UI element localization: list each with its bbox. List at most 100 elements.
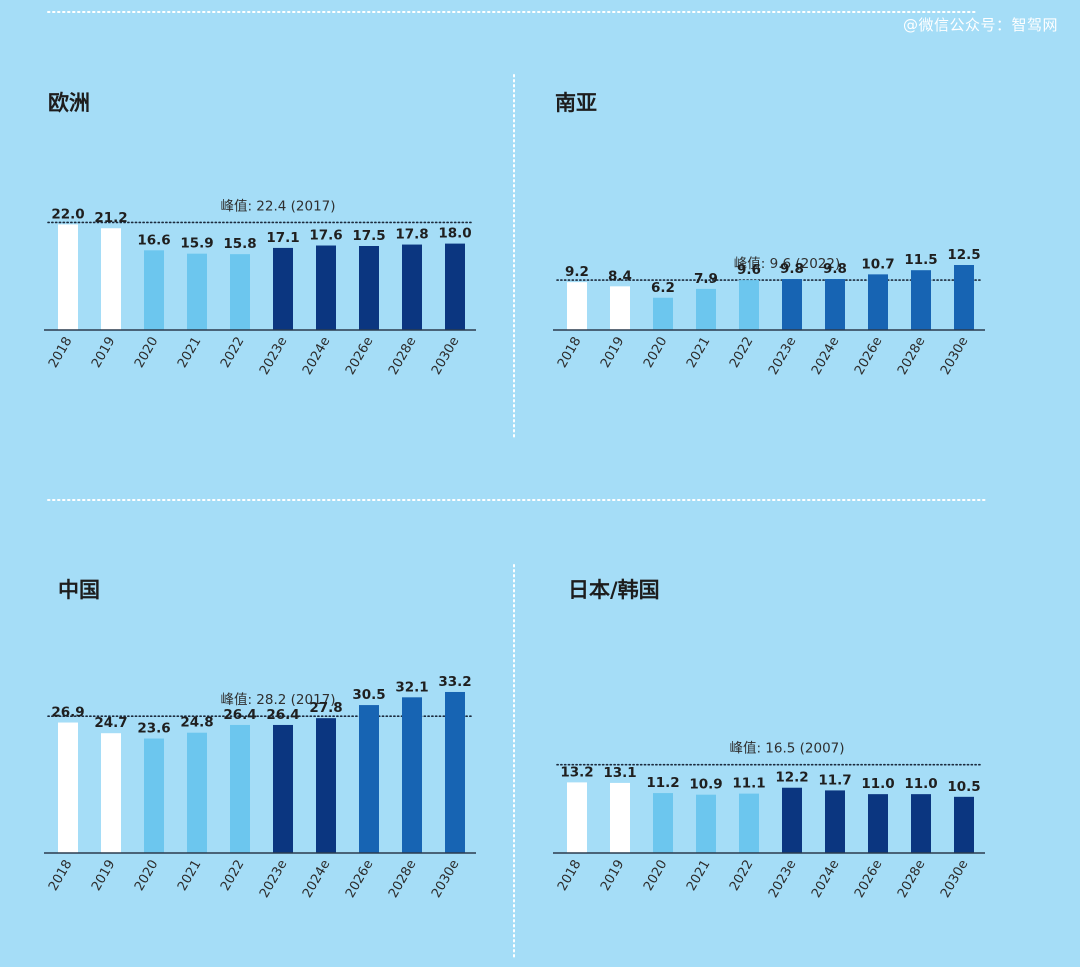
bar [144, 738, 164, 853]
bar [101, 733, 121, 853]
x-tick-label: 2024e [809, 335, 843, 378]
bar [954, 265, 974, 330]
bar [445, 691, 465, 853]
bar [273, 247, 293, 330]
bar-value-label: 17.6 [309, 228, 342, 244]
bar-value-label: 9.2 [565, 264, 589, 280]
x-tick-label: 2018 [46, 858, 76, 894]
bar [359, 705, 379, 853]
x-tick-label: 2020 [641, 335, 671, 371]
x-tick-label: 2019 [89, 858, 119, 894]
bar-value-label: 23.6 [137, 721, 170, 737]
x-tick-label: 2022 [218, 858, 248, 894]
panel-title: 日本/韩国 [568, 578, 660, 602]
bar [739, 280, 759, 330]
bar-value-label: 7.9 [694, 271, 718, 287]
bar-value-label: 17.1 [266, 230, 299, 246]
peak-label: 峰值: 28.2 (2017) [220, 692, 335, 708]
x-tick-label: 2021 [684, 335, 714, 371]
bar-value-label: 26.4 [223, 707, 256, 723]
bar-value-label: 11.1 [732, 776, 765, 792]
bar-value-label: 27.8 [309, 700, 342, 716]
bar [567, 782, 587, 853]
bar-value-label: 30.5 [352, 687, 385, 703]
bar [402, 697, 422, 853]
x-tick-label: 2024e [809, 858, 843, 901]
bar [868, 274, 888, 330]
x-tick-label: 2019 [598, 335, 628, 371]
bar [696, 288, 716, 330]
bar [230, 724, 250, 853]
x-tick-label: 2018 [555, 335, 585, 371]
x-tick-label: 2022 [218, 335, 248, 371]
x-tick-label: 2026e [343, 335, 377, 378]
panel-title: 中国 [58, 578, 100, 602]
bar-value-label: 11.7 [818, 772, 851, 788]
x-tick-label: 2018 [555, 858, 585, 894]
bar-value-label: 11.2 [646, 775, 679, 791]
x-tick-label: 2020 [132, 858, 162, 894]
x-tick-label: 2021 [684, 858, 714, 894]
bar-value-label: 17.8 [395, 227, 428, 243]
bar [445, 243, 465, 330]
x-tick-label: 2026e [343, 858, 377, 901]
bar-value-label: 16.6 [137, 232, 170, 248]
bar-value-label: 22.0 [51, 206, 84, 222]
x-tick-label: 2019 [89, 335, 119, 371]
x-tick-label: 2028e [895, 858, 929, 901]
bar [567, 282, 587, 330]
peak-label: 峰值: 9.6 (2022) [734, 256, 841, 272]
bar [739, 793, 759, 853]
bar [696, 794, 716, 853]
x-tick-label: 2020 [132, 335, 162, 371]
bar [230, 254, 250, 330]
bar [911, 794, 931, 853]
bar-value-label: 11.5 [904, 252, 937, 268]
bar-value-label: 26.4 [266, 707, 299, 723]
bar [610, 782, 630, 853]
x-tick-label: 2023e [257, 335, 291, 378]
x-tick-label: 2028e [386, 858, 420, 901]
peak-label: 峰值: 22.4 (2017) [220, 198, 335, 214]
bar-value-label: 10.5 [947, 779, 980, 795]
bar-value-label: 11.0 [861, 776, 894, 792]
bar [58, 722, 78, 853]
bar-value-label: 13.2 [560, 764, 593, 780]
bar [316, 718, 336, 853]
x-tick-label: 2026e [852, 858, 886, 901]
bar-value-label: 26.9 [51, 705, 84, 721]
x-tick-label: 2021 [175, 335, 205, 371]
bar-value-label: 18.0 [438, 226, 471, 242]
bar-value-label: 11.0 [904, 776, 937, 792]
bar-value-label: 12.2 [775, 770, 808, 786]
bar-value-label: 8.4 [608, 268, 632, 284]
bar-value-label: 12.5 [947, 247, 980, 263]
bar [782, 787, 802, 853]
bar [653, 297, 673, 330]
bar-value-label: 9.6 [737, 262, 761, 278]
panel-title: 南亚 [555, 91, 597, 115]
peak-label: 峰值: 16.5 (2007) [729, 741, 844, 757]
bar [144, 250, 164, 330]
bar [954, 796, 974, 853]
bar-value-label: 10.7 [861, 256, 894, 272]
x-tick-label: 2028e [386, 335, 420, 378]
bar-value-label: 10.9 [689, 777, 722, 793]
x-tick-label: 2021 [175, 858, 205, 894]
bar [359, 246, 379, 330]
bar [58, 224, 78, 330]
bar-value-label: 13.1 [603, 765, 636, 781]
bar [187, 253, 207, 330]
x-tick-label: 2030e [938, 858, 972, 901]
bar-value-label: 24.7 [94, 715, 127, 731]
bar [101, 228, 121, 330]
bar-value-label: 15.9 [180, 236, 213, 252]
bar [782, 279, 802, 330]
bar [825, 279, 845, 330]
